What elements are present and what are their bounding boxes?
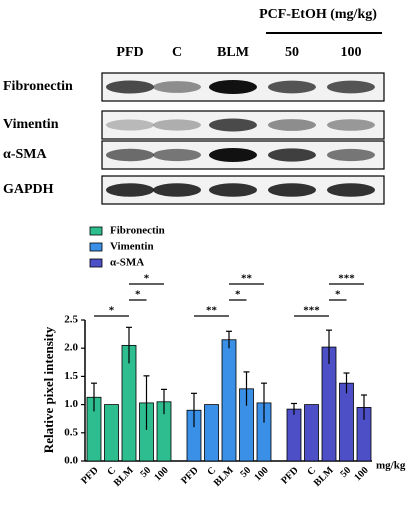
bar <box>104 404 119 462</box>
band <box>327 183 375 197</box>
band <box>209 183 257 197</box>
legend-label: α-SMA <box>110 257 144 269</box>
band <box>106 148 154 162</box>
y-tick-label: 1.0 <box>64 398 78 410</box>
legend-swatch <box>89 258 103 268</box>
bar <box>304 404 319 462</box>
band <box>153 148 201 162</box>
x-tick-label: BLM <box>212 465 236 489</box>
legend-swatch <box>89 242 103 252</box>
y-tick-label: 2.0 <box>64 342 78 354</box>
x-tick-label: BLM <box>112 465 136 489</box>
legend-label: Fibronectin <box>110 225 165 237</box>
band <box>268 119 316 131</box>
sig-label: *** <box>338 273 355 285</box>
lane-label: 50 <box>285 45 299 60</box>
lane-label: PFD <box>116 45 143 60</box>
lane-label: 100 <box>341 45 362 60</box>
y-tick-label: 0.5 <box>64 426 78 438</box>
sig-label: ** <box>241 273 253 285</box>
band <box>153 183 201 197</box>
bar <box>321 346 337 462</box>
x-tick-label: 100 <box>152 465 170 483</box>
x-unit: mg/kg <box>376 460 406 472</box>
bar <box>339 382 354 462</box>
row-label: Fibronectin <box>3 79 73 94</box>
band <box>327 80 375 94</box>
bar <box>204 404 219 462</box>
band <box>268 80 316 94</box>
x-tick-label: 100 <box>252 465 270 483</box>
x-tick-label: 100 <box>352 465 370 483</box>
group-label: PCF-EtOH (mg/kg) <box>259 7 377 22</box>
y-tick-label: 2.5 <box>64 314 78 326</box>
bar <box>221 339 237 462</box>
band <box>209 118 257 132</box>
y-axis-label: Relative pixel intensity <box>41 326 56 453</box>
band <box>327 148 375 162</box>
sig-label: ** <box>206 305 218 317</box>
band <box>106 119 154 131</box>
x-tick-label: 50 <box>138 465 153 480</box>
legend-swatch <box>89 226 103 236</box>
band <box>209 80 257 94</box>
band <box>153 81 201 93</box>
band <box>106 183 154 197</box>
row-label: α-SMA <box>3 147 47 162</box>
sig-label: * <box>335 289 341 301</box>
row-label: GAPDH <box>3 182 54 197</box>
legend-label: Vimentin <box>110 241 154 253</box>
x-tick-label: BLM <box>312 465 336 489</box>
x-tick-label: PFD <box>179 465 201 487</box>
x-tick-label: PFD <box>279 465 301 487</box>
bar <box>286 408 302 462</box>
sig-label: * <box>109 305 115 317</box>
sig-label: *** <box>303 305 320 317</box>
sig-label: * <box>144 273 150 285</box>
sig-label: * <box>235 289 241 301</box>
lane-label: C <box>172 45 182 60</box>
x-tick-label: 50 <box>238 465 253 480</box>
lane-label: BLM <box>217 45 249 60</box>
x-tick-label: 50 <box>338 465 353 480</box>
band <box>106 80 154 94</box>
band <box>268 183 316 197</box>
row-label: Vimentin <box>3 117 59 132</box>
sig-label: * <box>135 289 141 301</box>
y-tick-label: 1.5 <box>64 370 78 382</box>
band <box>268 148 316 162</box>
y-tick-label: 0.0 <box>64 455 78 467</box>
x-tick-label: PFD <box>79 465 101 487</box>
band <box>327 119 375 131</box>
band <box>153 119 201 131</box>
band <box>209 148 257 162</box>
